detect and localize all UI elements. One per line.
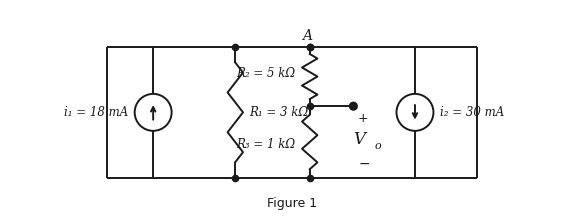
Text: o: o	[375, 141, 382, 151]
Text: −: −	[359, 156, 370, 170]
Text: V: V	[354, 131, 365, 148]
Circle shape	[350, 103, 357, 110]
Text: A: A	[302, 29, 312, 43]
Text: i₂ = 30 mA: i₂ = 30 mA	[440, 106, 504, 119]
Text: i₁ = 18 mA: i₁ = 18 mA	[64, 106, 128, 119]
Text: Figure 1: Figure 1	[267, 197, 317, 210]
Text: R₃ = 1 kΩ: R₃ = 1 kΩ	[236, 138, 296, 151]
Text: +: +	[358, 112, 368, 125]
Text: R₁ = 3 kΩ: R₁ = 3 kΩ	[249, 106, 309, 119]
Text: R₂ = 5 kΩ: R₂ = 5 kΩ	[236, 67, 296, 81]
